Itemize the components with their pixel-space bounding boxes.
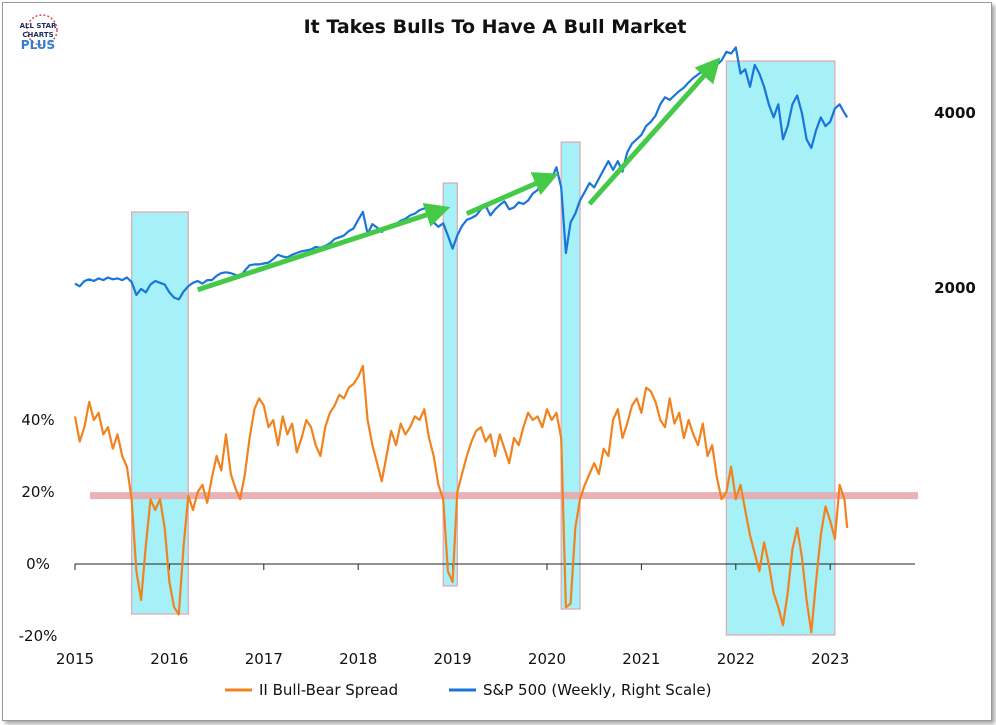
- left-tick-label: -20%: [19, 627, 58, 645]
- right-tick-label: 2000: [934, 279, 976, 297]
- left-tick-label: 0%: [26, 555, 50, 573]
- highlight-period: [131, 211, 189, 615]
- chart-title: It Takes Bulls To Have A Bull Market: [304, 16, 687, 38]
- left-tick-label: 20%: [21, 483, 54, 501]
- axes: 2015 2016 2017 2018 2019 2020 2021 2022 2023 40% 2…: [19, 104, 976, 668]
- logo-line-1: ALL STAR: [20, 22, 57, 30]
- left-tick-label: 40%: [21, 411, 54, 429]
- highlight-period: [442, 182, 458, 587]
- x-tick-label: 2019: [434, 650, 472, 668]
- x-tick-label: 2016: [150, 650, 188, 668]
- x-tick-label: 2015: [56, 650, 94, 668]
- x-tick-label: 2020: [528, 650, 566, 668]
- x-tick-label: 2021: [622, 650, 660, 668]
- annotation-arrow: [465, 172, 559, 216]
- logo-line-3: PLUS: [21, 38, 55, 52]
- highlight-periods: [131, 60, 836, 636]
- legend-label-spread: II Bull-Bear Spread: [259, 681, 398, 699]
- logo-line-2: CHARTS: [22, 31, 53, 39]
- highlight-period: [725, 60, 836, 636]
- x-tick-label: 2023: [811, 650, 849, 668]
- annotation-arrow: [196, 203, 451, 293]
- annotation-arrows: [196, 57, 721, 293]
- x-tick-label: 2022: [717, 650, 755, 668]
- right-tick-label: 4000: [934, 104, 976, 122]
- x-tick-label: 2017: [245, 650, 283, 668]
- brand-logo: ALL STAR CHARTS PLUS: [20, 14, 58, 52]
- series-line-spread: [73, 364, 849, 634]
- annotation-arrow: [587, 57, 721, 206]
- legend: II Bull-Bear Spread S&P 500 (Weekly, Rig…: [225, 681, 711, 699]
- x-tick-label: 2018: [339, 650, 377, 668]
- legend-label-sp500: S&P 500 (Weekly, Right Scale): [483, 681, 711, 699]
